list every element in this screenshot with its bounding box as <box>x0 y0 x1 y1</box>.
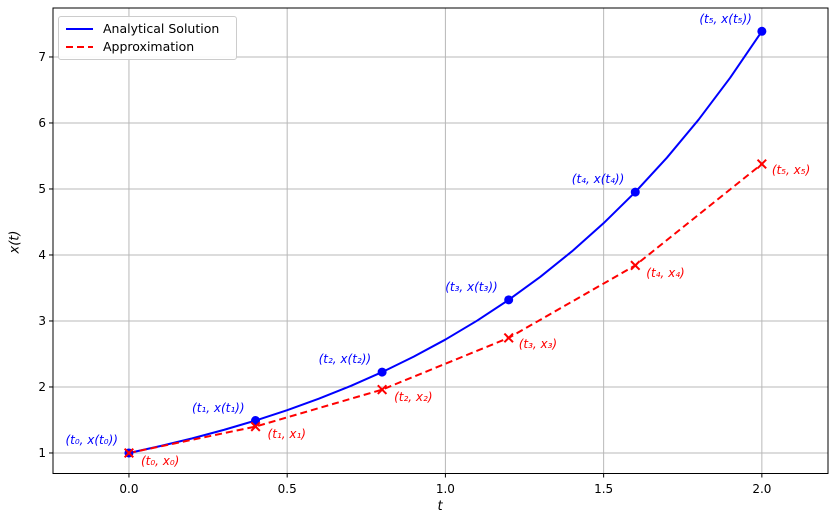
point-annotation: (t₀, x(t₀)) <box>65 432 118 447</box>
legend-item-approximation: Approximation <box>66 38 228 56</box>
analytical-point-marker <box>630 187 640 197</box>
x-tick-label: 0.5 <box>277 481 297 496</box>
approximation-x-marker <box>756 159 767 170</box>
point-annotation: (t₁, x(t₁)) <box>192 400 245 415</box>
point-annotation: (t₁, x₁) <box>267 426 306 441</box>
x-tick-label: 0.0 <box>119 481 139 496</box>
point-annotation: (t₀, x₀) <box>140 453 180 468</box>
legend-box: Analytical Solution Approximation <box>58 16 237 60</box>
y-tick-label: 2 <box>38 379 46 394</box>
point-annotation: (t₂, x(t₂)) <box>318 352 372 367</box>
approximation-x-marker <box>630 260 641 271</box>
point-annotation: (t₅, x(t₅)) <box>699 12 752 27</box>
y-axis-title: x(t) <box>7 230 23 254</box>
point-annotation: (t₃, x₃) <box>518 336 558 351</box>
analytical-point-marker <box>251 416 261 426</box>
approximation-x-marker <box>250 421 261 432</box>
approximation-x-marker <box>123 447 134 458</box>
y-tick-label: 6 <box>38 115 46 130</box>
x-tick-label: 1.5 <box>594 481 614 496</box>
y-tick-label: 1 <box>38 445 46 460</box>
analytical-point-marker <box>757 26 767 36</box>
axes-frame <box>52 7 829 474</box>
y-tick-label: 4 <box>38 247 46 262</box>
red-dashed-line-sample <box>66 45 93 49</box>
analytical-point-marker <box>377 367 387 377</box>
y-tick-label: 3 <box>38 313 46 328</box>
point-annotation: (t₄, x₄) <box>646 266 685 281</box>
y-tick-label: 5 <box>38 181 46 196</box>
point-annotation: (t₂, x₂) <box>394 389 433 404</box>
legend-item-analytical-solution: Analytical Solution <box>66 20 228 38</box>
x-tick-label: 2.0 <box>752 481 772 496</box>
y-tick-label: 7 <box>38 49 46 64</box>
x-tick-label: 1.0 <box>435 481 455 496</box>
legend-label-analytical-solution: Analytical Solution <box>103 20 220 36</box>
blue-solid-line-sample <box>66 27 93 31</box>
point-annotation: (t₅, x₅) <box>771 163 811 177</box>
point-annotation: (t₃, x(t₃)) <box>445 279 498 294</box>
point-annotation: (t₄, x(t₄)) <box>571 172 625 187</box>
analytical-point-marker <box>504 295 514 305</box>
approximation-x-marker <box>377 384 388 395</box>
approximation-x-marker <box>503 332 514 343</box>
legend-label-approximation: Approximation <box>103 38 195 54</box>
x-axis-title: t <box>437 499 443 514</box>
analytical-solution-line <box>127 30 763 454</box>
